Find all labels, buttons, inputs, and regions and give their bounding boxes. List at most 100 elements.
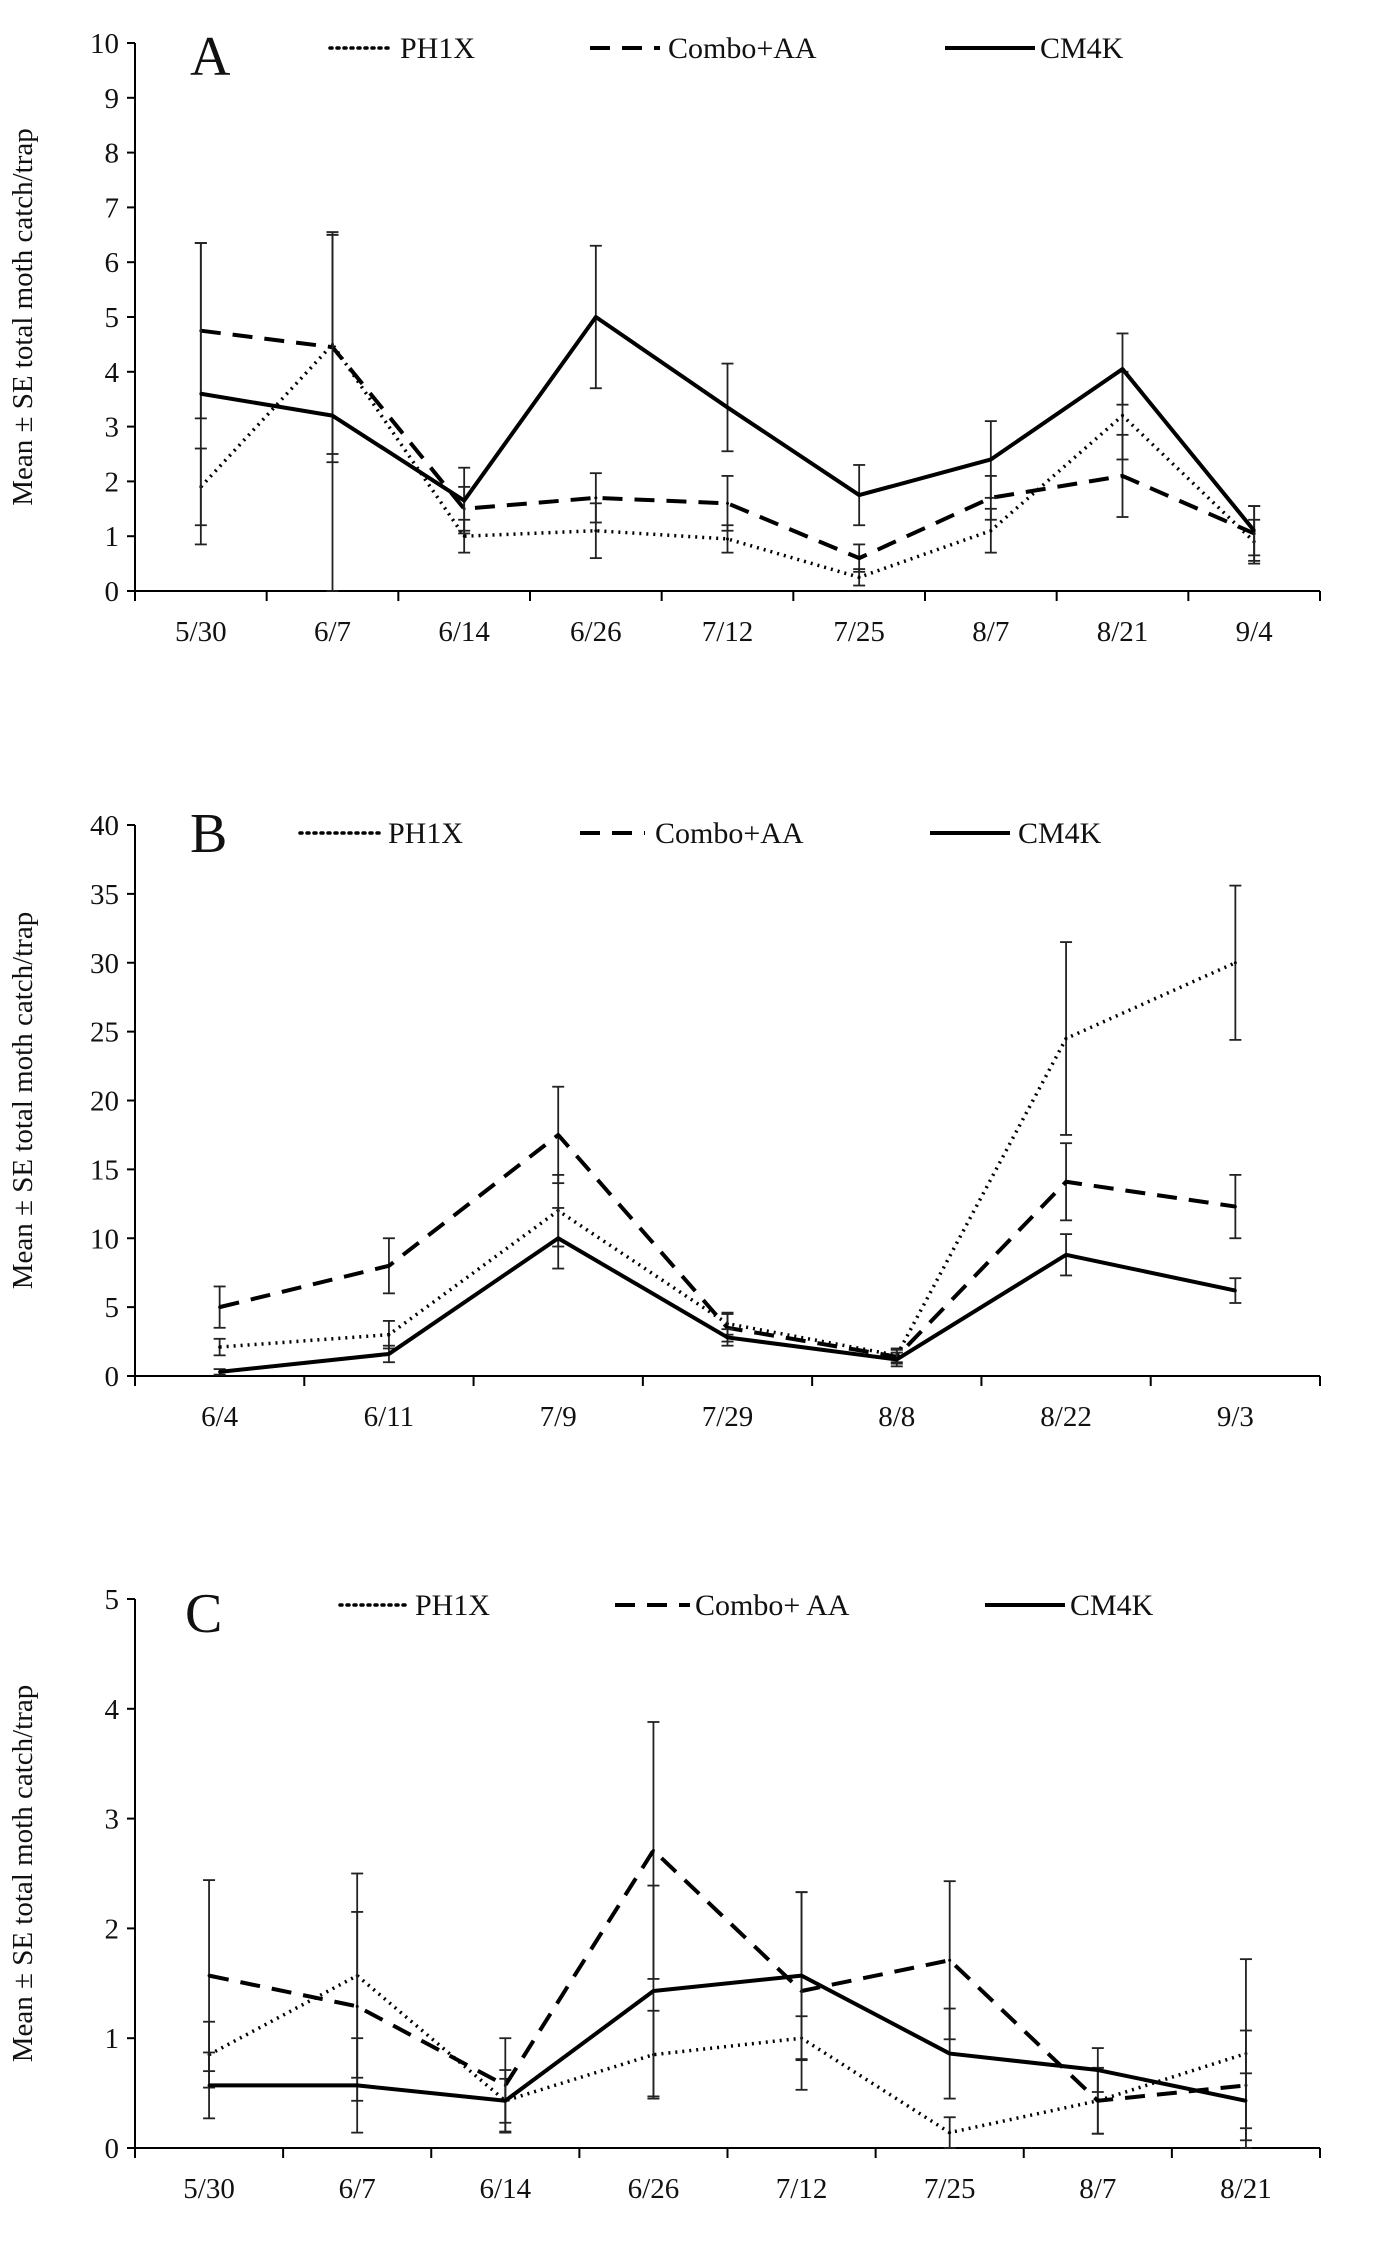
y-axis-title: Mean ± SE total moth catch/trap: [7, 128, 39, 506]
y-tick-label: 2: [105, 466, 120, 498]
series-solid: [194, 233, 1261, 592]
legend-label: Combo+ AA: [695, 1589, 850, 1622]
data-point: [199, 392, 203, 396]
data-point: [218, 1370, 222, 1374]
series-line-dotted: [208, 1973, 1247, 2135]
data-point: [355, 2083, 359, 2087]
x-tick-label: 8/7: [1079, 2173, 1116, 2205]
x-tick-label: 8/21: [1097, 616, 1149, 648]
data-point: [1064, 1180, 1068, 1184]
x-tick-label: 7/9: [540, 1401, 577, 1433]
x-tick-label: 6/26: [628, 2173, 680, 2205]
data-point: [726, 1335, 729, 1339]
series-dotted: [203, 1872, 1252, 2149]
data-point: [948, 2052, 952, 2056]
x-tick-label: 6/11: [364, 1401, 414, 1433]
data-point: [651, 1989, 655, 1993]
data-point: [1096, 2068, 1100, 2072]
data-point: [1252, 529, 1256, 533]
x-tick-label: 6/7: [339, 2173, 376, 2205]
series-line-dashed: [200, 328, 1255, 561]
chart-panel-b: 0 5 10 15 20 25 30 35 40 6/4 6/11 7/9 7/29 8/8 8/22 9/3…: [7, 803, 1321, 1433]
y-tick-label: 30: [90, 948, 119, 980]
chart-panel-c: 0 1 2 3 4 5 5/30 6/7 6/14 6/26 7/12 7/25 8/7 8/21 Mean…: [7, 1583, 1321, 2205]
data-point: [1121, 367, 1124, 371]
y-tick-label: 9: [105, 83, 120, 115]
data-point: [651, 1848, 655, 1852]
y-axis-title: Mean ± SE total moth catch/trap: [7, 1685, 39, 2063]
data-point: [503, 2099, 507, 2103]
data-point: [1233, 1205, 1237, 1209]
y-tick-label: 10: [90, 28, 119, 60]
x-tick-label: 7/25: [833, 616, 885, 648]
x-tick-label: 6/14: [438, 616, 490, 648]
data-point: [218, 1345, 222, 1349]
legend-label: PH1X: [388, 817, 463, 850]
data-point: [857, 493, 861, 497]
data-point: [1233, 1289, 1237, 1293]
data-point: [1121, 414, 1124, 418]
y-tick-label: 5: [105, 302, 120, 334]
data-point: [387, 1333, 391, 1337]
series-dotted: [213, 884, 1242, 1364]
x-tick-label: 8/7: [972, 616, 1009, 648]
x-tick-label: 7/25: [924, 2173, 976, 2205]
panel-label: C: [185, 1583, 222, 1645]
x-tick-label: 7/12: [776, 2173, 828, 2205]
x-tick-label: 8/22: [1040, 1401, 1092, 1433]
y-tick-label: 8: [105, 138, 120, 170]
y-tick-label: 7: [105, 192, 120, 224]
y-axis-title: Mean ± SE total moth catch/trap: [7, 912, 39, 1290]
y-tick-label: 20: [90, 1086, 119, 1118]
y-tick-label: 0: [105, 576, 120, 608]
data-point: [857, 556, 861, 560]
y-tick-label: 25: [90, 1017, 119, 1049]
data-point: [218, 1305, 222, 1309]
data-point: [331, 414, 334, 418]
data-point: [462, 499, 466, 503]
data-point: [1233, 961, 1237, 965]
data-point: [207, 1974, 211, 1978]
data-point: [556, 1236, 560, 1240]
x-tick-label: 7/12: [702, 616, 754, 648]
y-tick-label: 3: [105, 1804, 120, 1836]
y-tick-label: 35: [90, 879, 119, 911]
data-point: [726, 405, 729, 409]
data-point: [989, 529, 993, 533]
legend-label: CM4K: [1018, 817, 1102, 850]
data-point: [207, 2083, 211, 2087]
y-tick-label: 5: [105, 1584, 120, 1616]
series-line-dashed: [208, 1848, 1247, 2103]
legend-label: PH1X: [400, 32, 475, 65]
data-point: [800, 1974, 804, 1978]
x-tick-label: 5/30: [175, 616, 227, 648]
x-tick-label: 9/4: [1236, 616, 1274, 648]
legend-label: PH1X: [415, 1589, 490, 1622]
data-point: [594, 315, 598, 319]
series-solid: [203, 1884, 1252, 2134]
y-tick-label: 15: [90, 1154, 119, 1186]
legend-label: Combo+AA: [655, 817, 804, 850]
panel-label: B: [190, 803, 227, 865]
series-line-solid: [219, 1236, 1236, 1374]
data-point: [462, 534, 466, 538]
x-tick-label: 6/7: [314, 616, 351, 648]
y-tick-label: 1: [105, 521, 120, 553]
data-point: [594, 529, 598, 533]
data-point: [594, 496, 598, 500]
x-tick-label: 8/21: [1220, 2173, 1272, 2205]
data-point: [895, 1357, 899, 1361]
data-point: [355, 2004, 359, 2008]
series-dashed: [213, 1085, 1242, 1365]
y-tick-label: 4: [105, 357, 120, 389]
data-point: [1096, 2099, 1100, 2103]
y-tick-label: 3: [105, 412, 120, 444]
y-tick-label: 6: [105, 247, 120, 279]
x-tick-label: 6/26: [570, 616, 622, 648]
series-line-dotted: [219, 961, 1237, 1358]
series-solid: [213, 1207, 1242, 1376]
data-point: [1064, 1253, 1068, 1257]
x-tick-label: 8/8: [878, 1401, 915, 1433]
data-point: [948, 1958, 952, 1962]
